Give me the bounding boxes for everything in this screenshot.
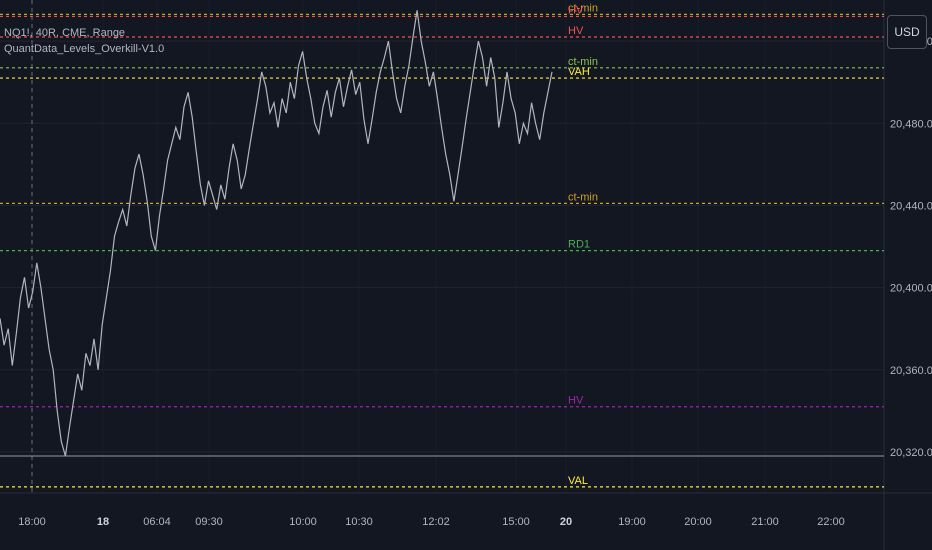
- level-label: VAH: [568, 66, 590, 78]
- x-tick-label: 10:30: [345, 516, 373, 528]
- y-tick-label: 20,360.00: [890, 365, 932, 377]
- y-tick-label: 20,320.00: [890, 447, 932, 459]
- x-tick-label: 09:30: [195, 516, 223, 528]
- x-tick-label: 21:00: [751, 516, 779, 528]
- x-tick-label: 12:02: [422, 516, 450, 528]
- currency-button[interactable]: USD: [887, 15, 927, 49]
- level-label: VAL: [568, 475, 588, 487]
- x-tick-label: 20:00: [684, 516, 712, 528]
- x-tick-label: 10:00: [289, 516, 317, 528]
- y-tick-label: 20,400.00: [890, 283, 932, 295]
- x-tick-label: 15:00: [502, 516, 530, 528]
- x-tick-label: 18: [97, 516, 109, 528]
- symbol-info[interactable]: NQ1!, 40R, CME, Range: [4, 27, 126, 39]
- y-tick-label: 20,440.00: [890, 200, 932, 212]
- level-label: ct-min: [568, 2, 598, 14]
- level-label: RD1: [568, 239, 590, 251]
- x-tick-label: 19:00: [618, 516, 646, 528]
- x-tick-label: 18:00: [18, 516, 46, 528]
- level-label: HV: [568, 25, 584, 37]
- level-label: HV: [568, 395, 584, 407]
- y-tick-label: 20,480.00: [890, 118, 932, 130]
- chart-legend: NQ1!, 40R, CME, Range QuantData_Levels_O…: [4, 26, 164, 58]
- x-tick-label: 22:00: [817, 516, 845, 528]
- level-label: ct-min: [568, 56, 598, 68]
- indicator-name[interactable]: QuantData_Levels_Overkill-V1.0: [4, 43, 165, 55]
- price-series-line[interactable]: [0, 10, 553, 457]
- x-tick-label: 20: [560, 516, 572, 528]
- level-label: ct-min: [568, 191, 598, 203]
- level-label: HV: [568, 4, 584, 16]
- x-tick-label: 06:04: [143, 516, 171, 528]
